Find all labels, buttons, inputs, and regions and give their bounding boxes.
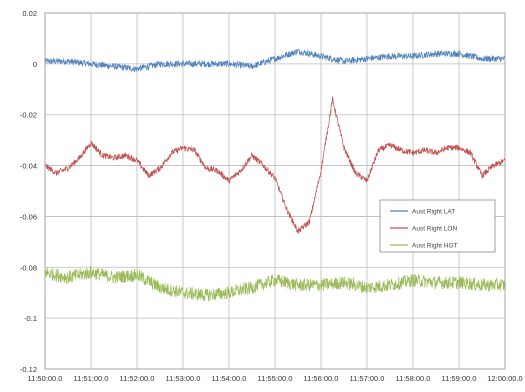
y-tick-label: -0.1 [24,314,37,323]
x-tick-label: 11:52:00.0 [120,374,155,383]
legend-box [379,199,496,253]
x-tick-label: 11:54:00.0 [212,374,247,383]
series-line-aust-right-lon [44,96,506,234]
y-tick-label: -0.06 [20,212,37,221]
legend-label: Aust Right LAT [412,209,455,216]
legend-label: Aust Right HGT [412,243,458,250]
series-line-aust-right-lat [44,48,506,73]
x-tick-label: 11:57:00.0 [350,374,385,383]
x-tick-label: 11:53:00.0 [166,374,201,383]
series-layer [44,48,506,302]
y-tick-label: -0.02 [20,111,37,120]
x-tick-label: 11:56:00.0 [304,374,339,383]
series-line-aust-right-hgt [44,266,506,302]
x-tick-label: 12:00:00.0 [487,374,522,383]
y-tick-label: 0 [33,60,37,69]
x-tick-label: 11:55:00.0 [258,374,293,383]
legend-label: Aust Right LON [412,226,457,233]
y-tick-label: -0.04 [20,162,37,171]
x-tick-label: 11:50:00.0 [28,374,63,383]
y-tick-label: 0.02 [22,9,37,18]
x-tick-label: 11:58:00.0 [396,374,431,383]
y-tick-label: -0.08 [20,263,37,272]
x-tick-label: 11:59:00.0 [442,374,477,383]
x-tick-label: 11:51:00.0 [74,374,109,383]
axes: 11:50:00.0 11:51:00.0 11:52:00.0 11:53:00.0… [20,9,523,383]
y-tick-label: -0.12 [20,365,37,374]
plot-area-border [44,12,506,370]
legend: Aust Right LAT Aust Right LON Aust Right H… [379,199,496,253]
